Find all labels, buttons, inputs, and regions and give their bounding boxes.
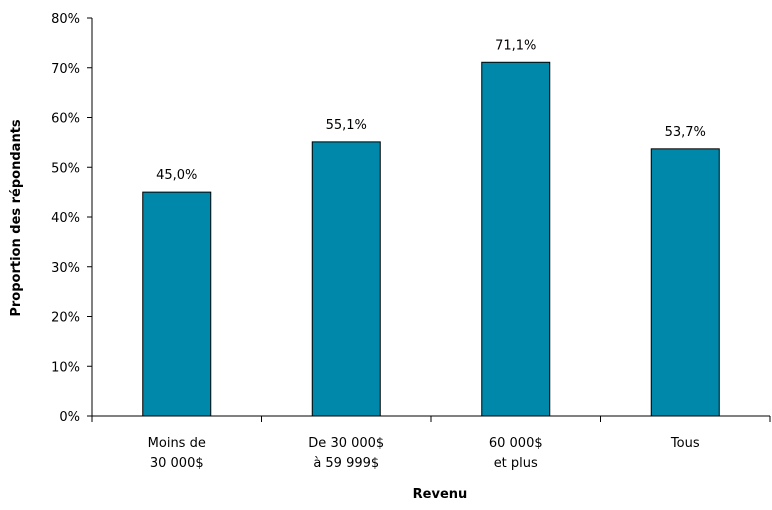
data-label: 45,0% [156, 168, 197, 183]
x-axis-ticks: Moins de 30 000$ De 30 000$ à 59 999$ 60 000… [91, 416, 771, 471]
y-axis-title: Proportion des répondants [9, 119, 24, 317]
y-tick-label: 50% [51, 161, 80, 176]
y-tick-label: 40% [51, 211, 80, 226]
y-tick-label: 20% [51, 311, 80, 326]
y-tick-label: 10% [51, 360, 80, 375]
y-axis-ticks: 0% 10% 20% 30% 40% 50% 60% 70% 80% [51, 12, 92, 425]
category-label: Tous [670, 436, 700, 451]
bar [142, 191, 212, 417]
y-tick-label: 30% [51, 261, 80, 276]
bar [650, 148, 720, 417]
x-axis-title: Revenu [413, 487, 468, 502]
data-label: 53,7% [665, 125, 706, 140]
category-label: De 30 000$ [308, 436, 384, 451]
y-tick-label: 80% [51, 12, 80, 27]
y-tick-label: 0% [59, 410, 80, 425]
category-label: à 59 999$ [313, 456, 379, 471]
y-tick-label: 70% [51, 62, 80, 77]
category-label: et plus [494, 456, 538, 471]
category-label: Moins de [148, 436, 206, 451]
category-label: 30 000$ [150, 456, 204, 471]
bar [311, 141, 381, 417]
category-label: 60 000$ [489, 436, 543, 451]
bars [142, 61, 720, 417]
bar [481, 61, 551, 417]
data-label: 71,1% [495, 38, 536, 53]
data-label: 55,1% [326, 118, 367, 133]
y-tick-label: 60% [51, 112, 80, 127]
data-labels: 45,0% 55,1% 71,1% 53,7% [156, 38, 706, 183]
